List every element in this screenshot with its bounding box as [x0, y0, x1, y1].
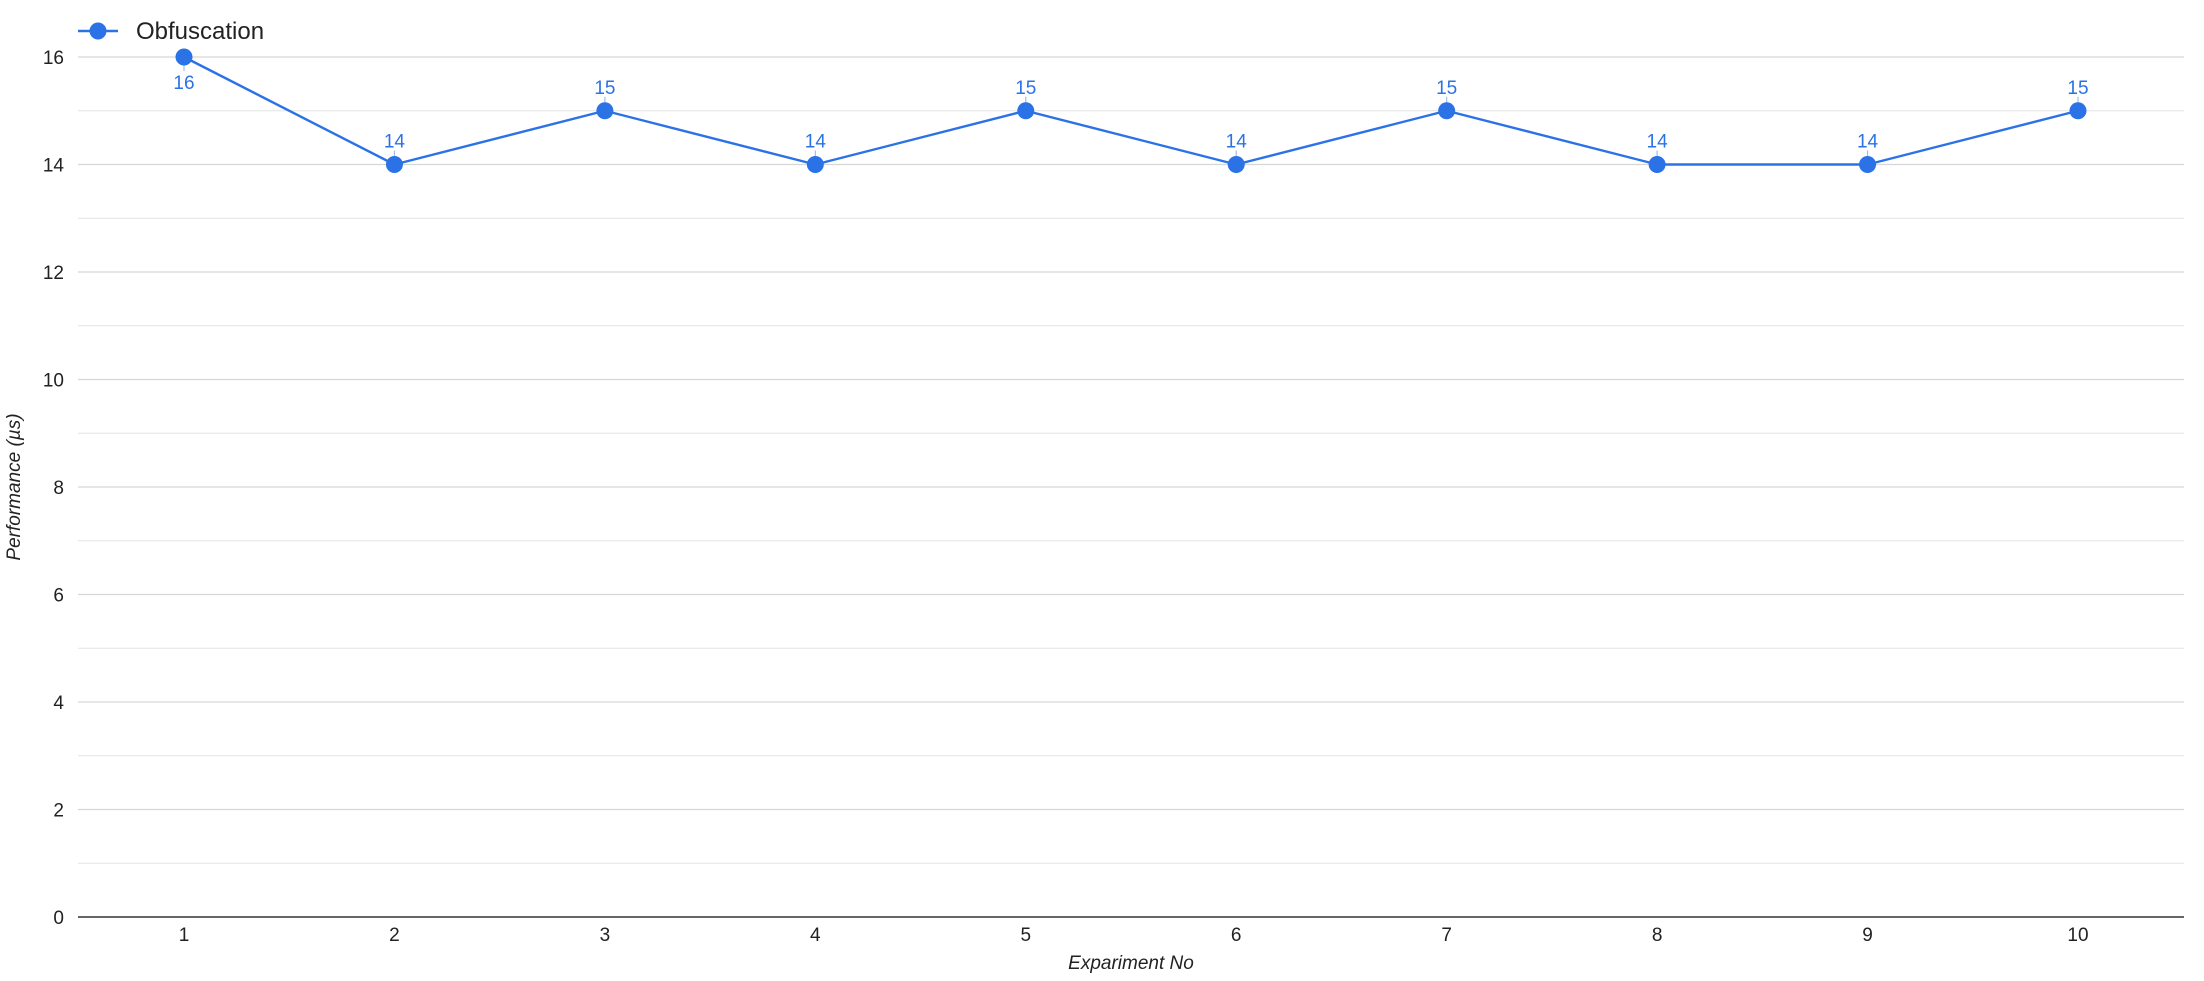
- y-tick-label: 10: [43, 371, 64, 392]
- data-label: 16: [173, 73, 194, 94]
- x-tick-label: 8: [1652, 925, 1663, 946]
- y-tick-label: 8: [53, 478, 64, 499]
- data-point[interactable]: [1438, 102, 1456, 120]
- x-axis-title: Expariment No: [1068, 953, 1194, 974]
- legend: Obfuscation: [78, 18, 264, 45]
- gridlines: [78, 56, 2184, 864]
- data-point[interactable]: [1017, 102, 1035, 120]
- y-tick-label: 12: [43, 263, 64, 284]
- x-tick-label: 3: [600, 925, 611, 946]
- legend-label: Obfuscation: [136, 18, 264, 45]
- data-point[interactable]: [175, 48, 193, 66]
- data-label: 15: [1436, 78, 1457, 99]
- x-tick-label: 7: [1441, 925, 1452, 946]
- x-tick-label: 1: [179, 925, 190, 946]
- x-tick-label: 2: [389, 925, 400, 946]
- axes: Expariment No Performance (µs) 024681012…: [4, 48, 2184, 974]
- y-tick-label: 14: [43, 156, 65, 177]
- data-label: 14: [805, 132, 827, 153]
- x-tick-label: 9: [1862, 925, 1873, 946]
- x-tick-label: 6: [1231, 925, 1242, 946]
- y-tick-label: 16: [43, 48, 64, 69]
- series-line: [183, 55, 2079, 166]
- x-tick-label: 10: [2067, 925, 2088, 946]
- data-label: 14: [1647, 132, 1669, 153]
- data-label: 14: [1857, 132, 1879, 153]
- x-tick-label: 5: [1020, 925, 1031, 946]
- y-tick-label: 2: [53, 801, 64, 822]
- data-point[interactable]: [2069, 102, 2087, 120]
- series-obfuscation: 16 14 15 14 15 14 15 14 14 15: [173, 48, 2089, 173]
- y-axis-title: Performance (µs): [4, 413, 25, 560]
- data-label: 14: [1226, 132, 1248, 153]
- data-label: 15: [594, 78, 615, 99]
- data-point[interactable]: [1859, 156, 1877, 173]
- data-label: 15: [1015, 78, 1036, 99]
- legend-marker-icon: [89, 22, 107, 40]
- data-point[interactable]: [385, 156, 403, 173]
- data-label: 14: [384, 132, 406, 153]
- data-label: 15: [2067, 78, 2088, 99]
- data-point[interactable]: [596, 102, 614, 120]
- y-tick-label: 6: [53, 586, 64, 607]
- x-tick-label: 4: [810, 925, 821, 946]
- y-tick-label: 4: [53, 693, 64, 714]
- data-point[interactable]: [1648, 156, 1666, 173]
- y-tick-label: 0: [53, 908, 64, 929]
- data-point[interactable]: [1227, 156, 1245, 173]
- data-point[interactable]: [806, 156, 824, 173]
